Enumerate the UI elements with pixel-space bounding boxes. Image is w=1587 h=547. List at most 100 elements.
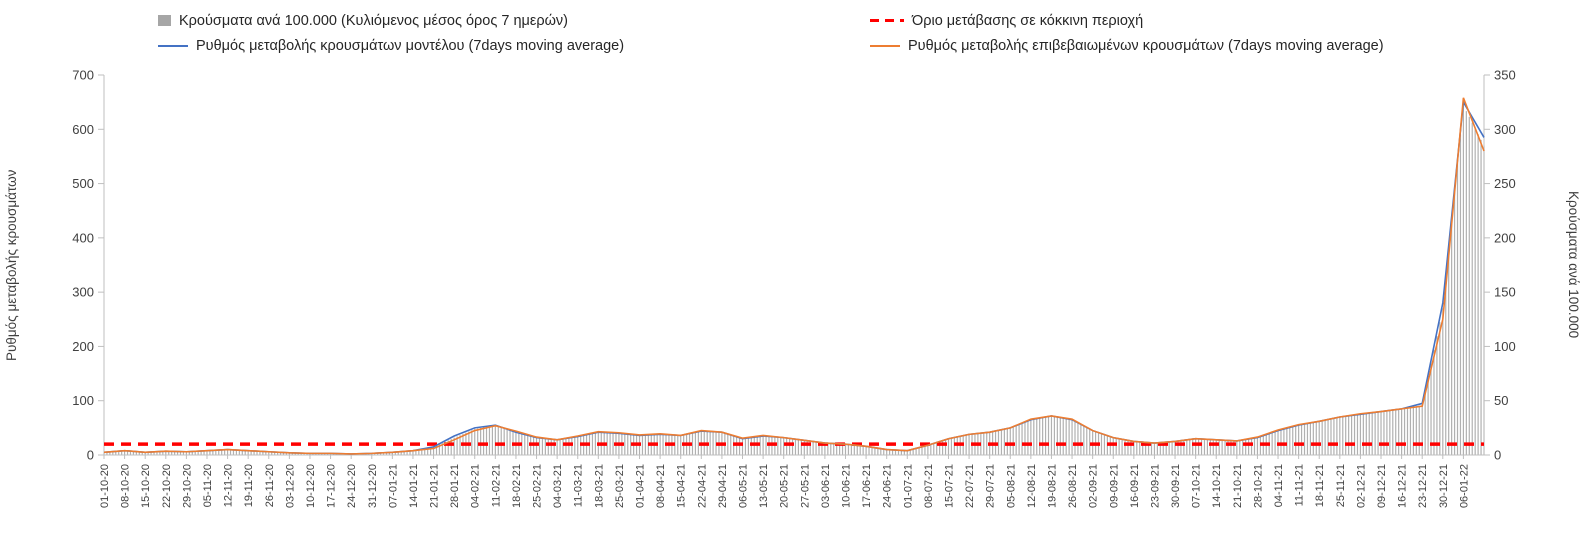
svg-text:200: 200 (72, 339, 94, 354)
svg-text:16-12-21: 16-12-21 (1397, 464, 1409, 508)
svg-text:15-10-20: 15-10-20 (140, 464, 152, 508)
svg-text:150: 150 (1494, 285, 1516, 300)
svg-text:21-01-21: 21-01-21 (429, 464, 441, 508)
svg-text:25-03-21: 25-03-21 (614, 464, 626, 508)
chart-legend: Κρούσματα ανά 100.000 (Κυλιόμενος μέσος … (158, 8, 1384, 58)
svg-text:03-06-21: 03-06-21 (820, 464, 832, 508)
legend-label-cases-bars: Κρούσματα ανά 100.000 (Κυλιόμενος μέσος … (179, 12, 569, 29)
svg-text:11-02-21: 11-02-21 (490, 464, 502, 507)
svg-text:22-04-21: 22-04-21 (696, 464, 708, 508)
svg-text:15-04-21: 15-04-21 (676, 464, 688, 508)
svg-text:10-12-20: 10-12-20 (305, 464, 317, 508)
svg-text:05-11-20: 05-11-20 (202, 464, 214, 507)
svg-text:18-02-21: 18-02-21 (511, 464, 523, 508)
svg-text:350: 350 (1494, 68, 1516, 83)
svg-text:04-11-21: 04-11-21 (1273, 464, 1285, 507)
svg-text:27-05-21: 27-05-21 (799, 464, 811, 508)
legend-item-model-rate: Ρυθμός μεταβολής κρουσμάτων μοντέλου (7d… (158, 38, 870, 54)
legend-label-threshold: Όριο μετάβασης σε κόκκινη περιοχή (912, 12, 1144, 29)
legend-item-cases-bars: Κρούσματα ανά 100.000 (Κυλιόμενος μέσος … (158, 13, 870, 29)
svg-text:300: 300 (1494, 122, 1516, 137)
dashed-line-swatch-icon (870, 18, 904, 23)
svg-text:15-07-21: 15-07-21 (943, 464, 955, 508)
svg-text:17-06-21: 17-06-21 (861, 464, 873, 508)
svg-text:07-10-21: 07-10-21 (1191, 464, 1203, 508)
legend-label-confirmed-rate: Ρυθμός μεταβολής επιβεβαιωμένων κρουσμάτ… (908, 37, 1384, 54)
svg-text:01-07-21: 01-07-21 (902, 464, 914, 508)
svg-text:0: 0 (87, 448, 94, 463)
svg-text:13-05-21: 13-05-21 (758, 464, 770, 508)
legend-row-2: Ρυθμός μεταβολής κρουσμάτων μοντέλου (7d… (158, 33, 1384, 58)
svg-text:21-10-21: 21-10-21 (1232, 464, 1244, 508)
svg-text:26-11-20: 26-11-20 (264, 464, 276, 507)
svg-text:100: 100 (72, 393, 94, 408)
svg-text:700: 700 (72, 68, 94, 83)
svg-text:0: 0 (1494, 448, 1501, 463)
svg-text:300: 300 (72, 285, 94, 300)
svg-text:22-10-20: 22-10-20 (161, 464, 173, 508)
svg-text:11-11-21: 11-11-21 (1294, 464, 1306, 506)
svg-text:09-12-21: 09-12-21 (1376, 464, 1388, 508)
svg-text:14-10-21: 14-10-21 (1211, 464, 1223, 508)
svg-text:250: 250 (1494, 176, 1516, 191)
model-line-swatch-icon (158, 44, 188, 47)
svg-text:30-12-21: 30-12-21 (1438, 464, 1450, 508)
svg-text:06-05-21: 06-05-21 (738, 464, 750, 508)
svg-text:06-01-22: 06-01-22 (1458, 464, 1470, 508)
svg-text:08-07-21: 08-07-21 (923, 464, 935, 508)
svg-text:18-03-21: 18-03-21 (593, 464, 605, 508)
svg-text:02-09-21: 02-09-21 (1088, 464, 1100, 508)
svg-text:20-05-21: 20-05-21 (779, 464, 791, 508)
svg-text:30-09-21: 30-09-21 (1170, 464, 1182, 508)
svg-text:12-11-20: 12-11-20 (223, 464, 235, 507)
svg-text:23-09-21: 23-09-21 (1149, 464, 1161, 508)
svg-text:11-03-21: 11-03-21 (573, 464, 585, 507)
svg-text:19-08-21: 19-08-21 (1046, 464, 1058, 508)
svg-text:09-09-21: 09-09-21 (1108, 464, 1120, 508)
confirmed-line-swatch-icon (870, 44, 900, 47)
svg-text:25-11-21: 25-11-21 (1335, 464, 1347, 507)
svg-text:25-02-21: 25-02-21 (532, 464, 544, 508)
legend-item-threshold: Όριο μετάβασης σε κόκκινη περιοχή (870, 13, 1143, 29)
bar-swatch-icon (158, 15, 171, 26)
svg-text:14-01-21: 14-01-21 (408, 464, 420, 508)
svg-text:22-07-21: 22-07-21 (964, 464, 976, 508)
svg-text:01-04-21: 01-04-21 (635, 464, 647, 508)
svg-text:29-07-21: 29-07-21 (985, 464, 997, 508)
svg-text:29-04-21: 29-04-21 (717, 464, 729, 508)
svg-text:50: 50 (1494, 393, 1508, 408)
left-axis-title: Ρυθμός μεταβολής κρουσμάτων (4, 169, 19, 361)
svg-text:600: 600 (72, 122, 94, 137)
legend-row-1: Κρούσματα ανά 100.000 (Κυλιόμενος μέσος … (158, 8, 1384, 33)
svg-text:03-12-20: 03-12-20 (284, 464, 296, 508)
svg-text:10-06-21: 10-06-21 (840, 464, 852, 508)
svg-text:02-12-21: 02-12-21 (1355, 464, 1367, 508)
right-axis-title: Κρούσματα ανά 100.000 (1566, 191, 1581, 339)
svg-text:19-11-20: 19-11-20 (243, 464, 255, 507)
svg-text:04-03-21: 04-03-21 (552, 464, 564, 508)
svg-text:07-01-21: 07-01-21 (387, 464, 399, 508)
legend-label-model-rate: Ρυθμός μεταβολής κρουσμάτων μοντέλου (7d… (196, 37, 625, 54)
svg-text:28-01-21: 28-01-21 (449, 464, 461, 508)
svg-text:01-10-20: 01-10-20 (99, 464, 111, 508)
svg-text:400: 400 (72, 230, 94, 245)
svg-text:28-10-21: 28-10-21 (1252, 464, 1264, 508)
svg-text:100: 100 (1494, 339, 1516, 354)
svg-text:17-12-20: 17-12-20 (326, 464, 338, 508)
svg-text:500: 500 (72, 176, 94, 191)
svg-text:24-06-21: 24-06-21 (882, 464, 894, 508)
svg-text:08-10-20: 08-10-20 (120, 464, 132, 508)
svg-text:12-08-21: 12-08-21 (1026, 464, 1038, 508)
svg-text:31-12-20: 31-12-20 (367, 464, 379, 508)
svg-text:08-04-21: 08-04-21 (655, 464, 667, 508)
svg-text:29-10-20: 29-10-20 (181, 464, 193, 508)
svg-text:24-12-20: 24-12-20 (346, 464, 358, 508)
svg-text:04-02-21: 04-02-21 (470, 464, 482, 508)
svg-text:18-11-21: 18-11-21 (1314, 464, 1326, 507)
svg-text:23-12-21: 23-12-21 (1417, 464, 1429, 508)
svg-text:26-08-21: 26-08-21 (1067, 464, 1079, 508)
svg-text:200: 200 (1494, 230, 1516, 245)
svg-text:05-08-21: 05-08-21 (1005, 464, 1017, 508)
svg-text:16-09-21: 16-09-21 (1129, 464, 1141, 508)
